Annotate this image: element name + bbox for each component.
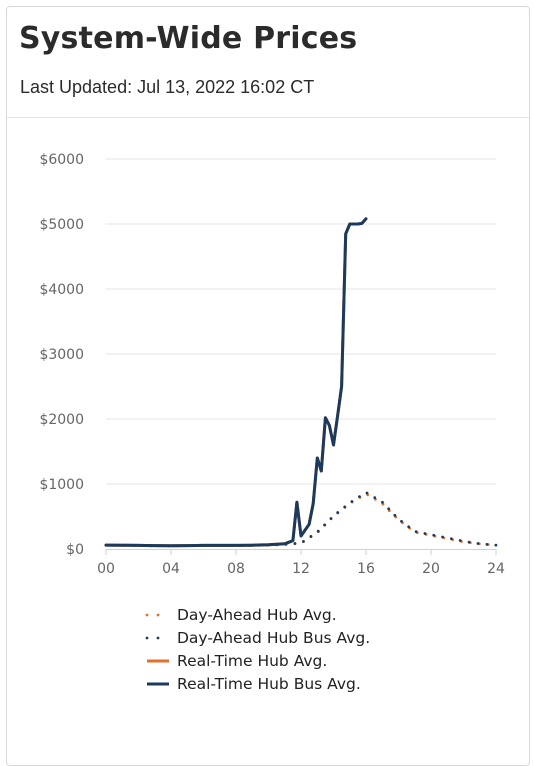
y-tick-label: $0 — [66, 542, 84, 558]
x-tick-label: 08 — [227, 561, 245, 577]
series-line-2 — [104, 490, 498, 548]
series-layer — [104, 217, 498, 548]
price-line-chart: $0 $1000 $2000 $3000 $4000 $5000 $6000 00 04 08 12… — [39, 152, 505, 693]
y-tick-label: $2000 — [39, 412, 84, 428]
legend[interactable]: Day-Ahead Hub Avg. Day-Ahead Hub Bus Avg.… — [145, 606, 370, 693]
legend-item[interactable]: Day-Ahead Hub Bus Avg. — [145, 629, 370, 647]
x-tick-label: 04 — [162, 561, 180, 577]
prices-card: System-Wide Prices Last Updated: Jul 13,… — [6, 6, 530, 766]
legend-item[interactable]: Real-Time Hub Avg. — [147, 652, 327, 670]
chart-area: $0 $1000 $2000 $3000 $4000 $5000 $6000 00 04 08 12… — [7, 119, 529, 719]
legend-label: Real-Time Hub Avg. — [177, 652, 327, 670]
x-tick-label: 00 — [97, 561, 115, 577]
page-title: System-Wide Prices — [19, 21, 358, 56]
legend-item[interactable]: Real-Time Hub Bus Avg. — [147, 675, 361, 693]
x-tick-label: 16 — [357, 561, 375, 577]
legend-label: Day-Ahead Hub Bus Avg. — [177, 629, 370, 647]
y-tick-label: $6000 — [39, 152, 84, 168]
last-updated-text: Last Updated: Jul 13, 2022 16:02 CT — [20, 77, 315, 97]
legend-label: Day-Ahead Hub Avg. — [177, 606, 337, 624]
y-tick-label: $1000 — [39, 477, 84, 493]
grid-layer — [106, 158, 496, 485]
series-line-3 — [104, 217, 368, 548]
legend-item[interactable]: Day-Ahead Hub Avg. — [145, 606, 337, 624]
series-line-4 — [104, 217, 368, 548]
series-line-1 — [104, 492, 498, 548]
x-tick-label: 20 — [422, 561, 440, 577]
x-tick-label: 12 — [292, 561, 310, 577]
x-tick-label: 24 — [487, 561, 505, 577]
legend-label: Real-Time Hub Bus Avg. — [177, 675, 361, 693]
axis-layer: $0 $1000 $2000 $3000 $4000 $5000 $6000 00 04 08 12… — [39, 152, 505, 577]
y-tick-label: $5000 — [39, 217, 84, 233]
card-header: System-Wide Prices Last Updated: Jul 13,… — [7, 7, 529, 118]
y-tick-label: $4000 — [39, 282, 84, 298]
y-tick-label: $3000 — [39, 347, 84, 363]
